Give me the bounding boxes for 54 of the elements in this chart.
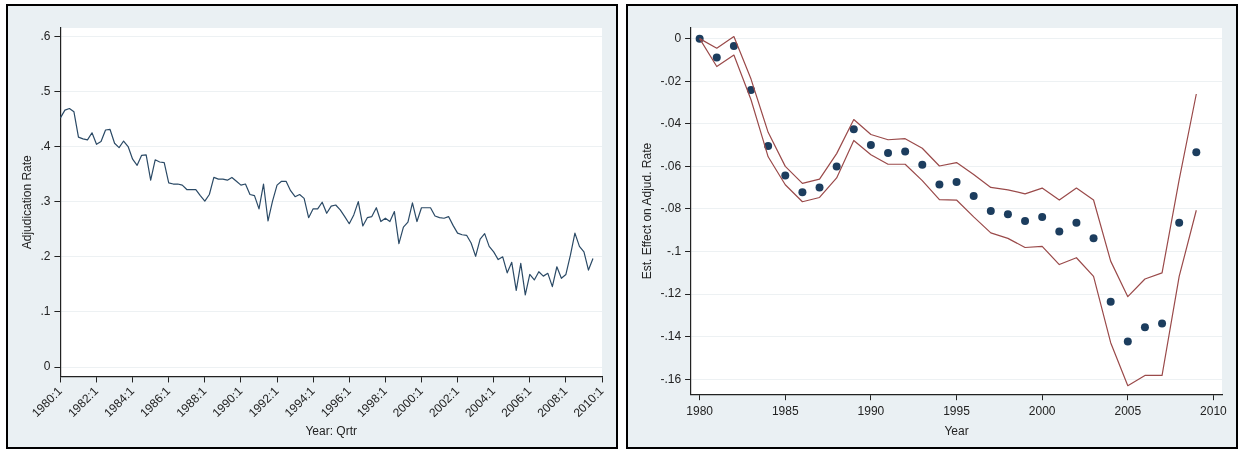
x-tick-label: 1980 bbox=[686, 403, 714, 418]
point bbox=[918, 160, 927, 169]
y-tick-label: -.12 bbox=[660, 286, 682, 301]
point bbox=[952, 177, 961, 186]
y-tick-label: -.16 bbox=[660, 371, 682, 386]
y-tick-label: .2 bbox=[40, 249, 51, 264]
y-tick-label: -.08 bbox=[660, 201, 682, 216]
point bbox=[986, 206, 995, 215]
y-tick-label: 0 bbox=[674, 30, 682, 45]
y-tick-label: .5 bbox=[40, 83, 51, 98]
point bbox=[1021, 217, 1030, 226]
y-tick-label: .1 bbox=[40, 304, 51, 319]
x-tick-label: 2005 bbox=[1114, 403, 1142, 418]
point bbox=[1175, 218, 1184, 227]
point bbox=[1192, 148, 1201, 157]
point bbox=[729, 42, 738, 51]
point bbox=[832, 162, 841, 171]
x-tick-label: 1995 bbox=[943, 403, 971, 418]
point bbox=[1038, 213, 1047, 222]
point bbox=[798, 188, 807, 197]
y-tick-label: .3 bbox=[40, 193, 51, 208]
x-axis-title: Year bbox=[944, 424, 969, 439]
y-tick-label: .6 bbox=[40, 28, 51, 43]
y-tick-label: .4 bbox=[40, 138, 51, 153]
point bbox=[935, 180, 944, 189]
point bbox=[1055, 227, 1064, 236]
point bbox=[815, 183, 824, 192]
point bbox=[884, 148, 893, 157]
x-tick-label: 1990 bbox=[857, 403, 885, 418]
point bbox=[866, 141, 875, 150]
y-tick-label: -.02 bbox=[660, 73, 682, 88]
point bbox=[1158, 319, 1167, 328]
point bbox=[1140, 323, 1149, 332]
point bbox=[1123, 337, 1132, 346]
x-tick-label: 2010 bbox=[1200, 403, 1228, 418]
y-axis-title: Adjudication Rate bbox=[19, 154, 34, 250]
x-tick-label: 1985 bbox=[771, 403, 799, 418]
point bbox=[969, 191, 978, 200]
x-axis-title: Year: Qrtr bbox=[305, 424, 357, 439]
x-tick-label: 2000 bbox=[1028, 403, 1056, 418]
point bbox=[712, 53, 721, 62]
point bbox=[1089, 234, 1098, 243]
y-axis-title: Est. Effect on Adjud. Rate bbox=[639, 142, 654, 280]
y-tick-label: -.14 bbox=[660, 329, 682, 344]
y-tick-label: -.04 bbox=[660, 116, 682, 131]
y-tick-label: -.1 bbox=[667, 243, 682, 258]
point bbox=[849, 125, 858, 134]
point bbox=[1106, 297, 1115, 306]
y-tick-label: -.06 bbox=[660, 158, 682, 173]
point bbox=[901, 147, 910, 156]
point bbox=[1072, 218, 1081, 227]
y-tick-label: 0 bbox=[43, 359, 51, 374]
point bbox=[1003, 210, 1012, 219]
point bbox=[781, 171, 790, 180]
